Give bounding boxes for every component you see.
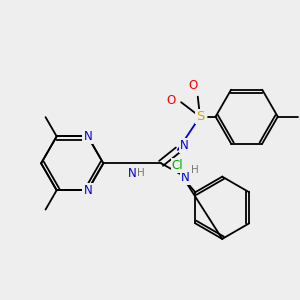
Text: Cl: Cl: [172, 159, 183, 172]
Text: N: N: [83, 130, 92, 143]
Text: H: H: [190, 165, 198, 175]
Text: S: S: [196, 110, 204, 123]
Text: N: N: [128, 167, 136, 180]
Text: O: O: [167, 94, 176, 106]
Text: O: O: [189, 79, 198, 92]
Text: N: N: [181, 171, 190, 184]
Text: N: N: [83, 184, 92, 197]
Text: H: H: [137, 168, 145, 178]
Text: N: N: [180, 139, 189, 152]
